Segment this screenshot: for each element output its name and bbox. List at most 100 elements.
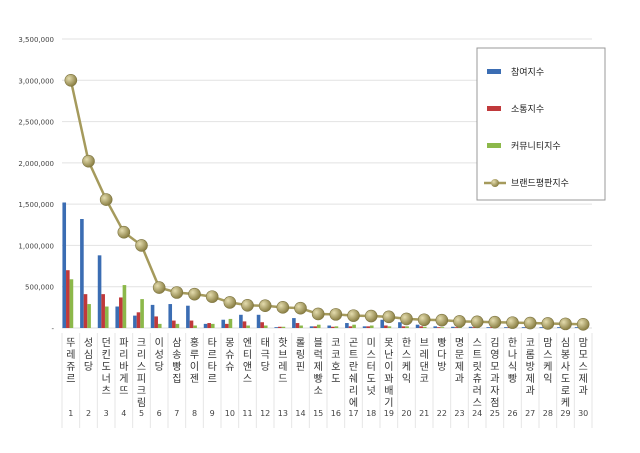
category-char: 기 xyxy=(384,397,393,409)
category-char: 홍 xyxy=(190,336,199,349)
bar-2 xyxy=(207,323,211,328)
bar-2 xyxy=(154,316,158,328)
category-char: 블 xyxy=(314,337,323,349)
bar-1 xyxy=(221,319,226,328)
category-char: 젠 xyxy=(190,373,199,385)
category-char: 던 xyxy=(102,337,111,349)
category-char: 리 xyxy=(119,349,128,361)
category-char: 뚜 xyxy=(66,338,75,349)
category-char: 당 xyxy=(261,361,270,373)
line-marker xyxy=(82,154,95,168)
rank-label: 30 xyxy=(578,409,588,418)
category-char: 스 xyxy=(473,337,482,349)
category-char: 앤 xyxy=(243,361,252,373)
category-char: 당 xyxy=(84,361,93,373)
bar-2 xyxy=(278,326,282,328)
category-char: 삼 xyxy=(172,337,181,349)
category-char: 제 xyxy=(455,361,464,373)
category-char: 익 xyxy=(402,373,411,385)
line-marker xyxy=(453,315,466,328)
y-tick-label: 3,000,000 xyxy=(18,77,54,85)
category-char: 심 xyxy=(84,349,93,361)
category-char: 스 xyxy=(402,349,411,361)
rank-label: 17 xyxy=(348,409,358,418)
category-char: 과 xyxy=(490,373,499,385)
y-tick-label: 500,000 xyxy=(25,284,54,292)
category-char: 림 xyxy=(137,397,146,409)
legend-label: 소통지수 xyxy=(511,104,544,115)
line-marker xyxy=(364,309,378,323)
category-char: 빵 xyxy=(172,361,181,373)
bar-1 xyxy=(203,323,208,328)
bar-3 xyxy=(281,326,286,328)
line-marker xyxy=(329,308,343,321)
rank-label: 24 xyxy=(472,409,482,418)
category-char: 브 xyxy=(420,337,429,349)
category-char: 슈 xyxy=(225,361,234,373)
bar-2 xyxy=(101,294,105,328)
category-char: 스 xyxy=(137,361,146,373)
category-char: 코 xyxy=(420,374,429,385)
line-marker xyxy=(559,317,572,331)
category-char: 롬 xyxy=(526,349,535,361)
bar-3 xyxy=(175,323,180,328)
bar-1 xyxy=(239,314,243,328)
rank-label: 3 xyxy=(104,409,109,418)
category-char: 쥬 xyxy=(66,362,75,373)
rank-label: 6 xyxy=(157,409,162,418)
bar-3 xyxy=(316,324,321,328)
line-marker xyxy=(241,298,254,312)
category-char: 도 xyxy=(561,374,570,385)
rank-label: 20 xyxy=(401,409,411,418)
category-char: 태 xyxy=(261,337,270,349)
bar-1 xyxy=(256,314,261,328)
category-char: 리 xyxy=(349,385,358,397)
line-marker xyxy=(188,287,201,301)
category-char: 당 xyxy=(155,361,164,373)
category-char: 식 xyxy=(508,361,517,373)
category-char: 미 xyxy=(367,337,376,349)
line-marker xyxy=(258,299,272,313)
bar-2 xyxy=(437,327,441,328)
category-char: 과 xyxy=(455,373,464,385)
bar-2 xyxy=(242,321,247,328)
category-char: 명 xyxy=(455,337,464,349)
bar-1 xyxy=(309,326,314,328)
category-char: 러 xyxy=(473,385,482,397)
category-char: 배 xyxy=(384,385,393,397)
bar-1 xyxy=(274,327,279,328)
category-char: 댄 xyxy=(420,361,429,373)
category-char: 곤 xyxy=(349,338,358,349)
category-char: 핫 xyxy=(278,337,287,349)
bar-1 xyxy=(398,322,402,328)
bar-3 xyxy=(352,324,356,328)
category-char: 소 xyxy=(314,385,323,397)
category-char: 나 xyxy=(508,349,517,361)
category-char: 문 xyxy=(455,349,464,361)
rank-label: 13 xyxy=(278,409,288,418)
bar-2 xyxy=(119,297,123,328)
category-char: 란 xyxy=(349,361,358,373)
category-char: 과 xyxy=(579,385,588,397)
category-char: 케 xyxy=(402,361,411,373)
category-char: 터 xyxy=(367,361,376,373)
category-char: 스 xyxy=(473,397,482,409)
category-char: 제 xyxy=(579,373,588,385)
y-tick-label: 3,500,000 xyxy=(18,36,54,44)
bar-2 xyxy=(172,320,176,328)
bar-1 xyxy=(62,202,67,328)
bar-2 xyxy=(83,294,88,328)
category-char: 릿 xyxy=(473,361,482,373)
bar-1 xyxy=(362,326,367,328)
category-char: 집 xyxy=(172,373,181,385)
